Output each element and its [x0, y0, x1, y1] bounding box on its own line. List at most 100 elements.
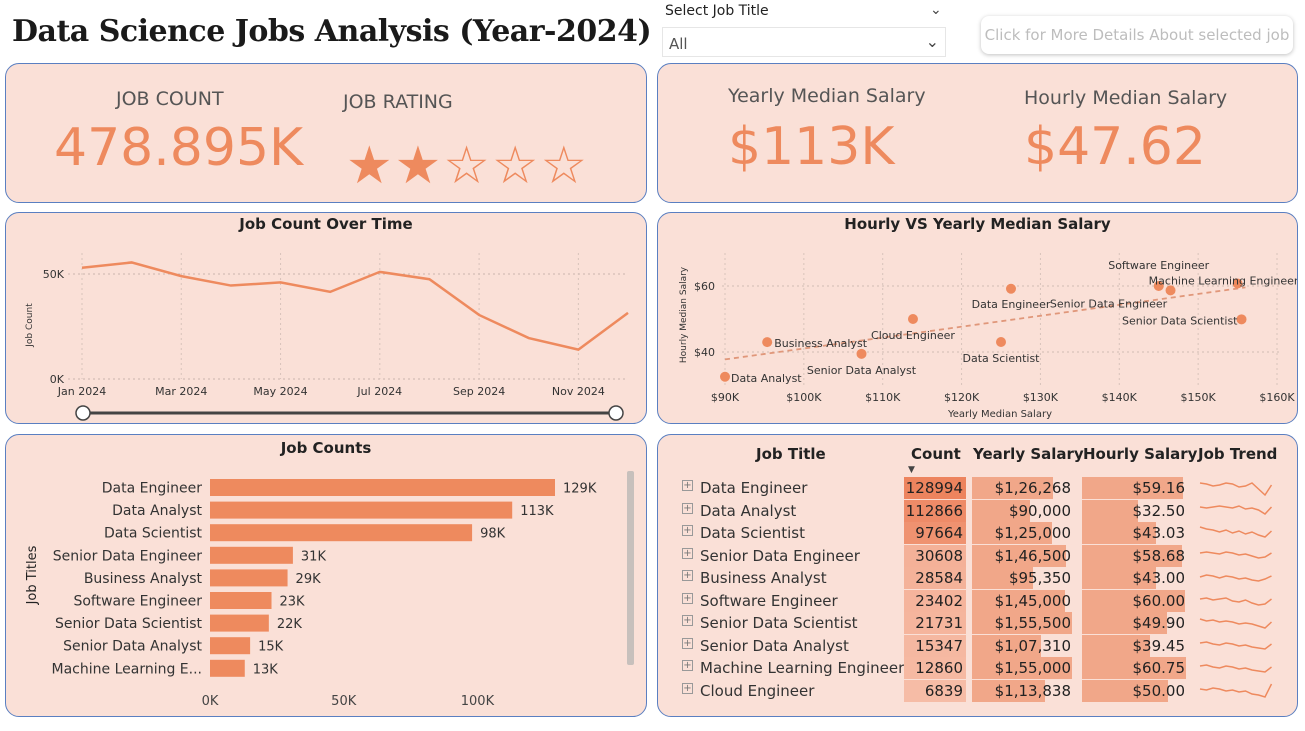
yearly-salary-databar — [972, 477, 1053, 499]
slider-handle-end[interactable] — [608, 405, 624, 421]
table-row[interactable]: + Machine Learning Engineer 12860 $1,55,000… — [658, 657, 1297, 679]
category-label: Machine Learning E... — [52, 661, 202, 677]
job-trend-sparkline — [1199, 683, 1273, 698]
sparkline-path — [1199, 683, 1273, 698]
hourly-salary-databar — [1082, 477, 1183, 499]
job-counts-panel: Job Counts 0K 50K 100K Job Titles Data Engin… — [5, 434, 647, 717]
expand-icon[interactable]: + — [682, 615, 693, 626]
yearly-salary-value: $1,13,838 — [994, 681, 1071, 700]
data-label: 22K — [277, 617, 303, 632]
hourly-salary-cell: $49.90 — [1082, 612, 1188, 634]
table-row[interactable]: + Data Analyst 112866 $90,000 $32.50 — [658, 499, 1297, 522]
hourly-salary-cell: $60.75 — [1082, 657, 1188, 679]
x-tick-label: $90K — [711, 391, 740, 404]
hourly-salary-value: $60.75 — [1132, 659, 1186, 677]
bar — [210, 501, 513, 519]
table-row[interactable]: + Business Analyst 28584 $95,350 $43.00 — [658, 567, 1297, 589]
job-title-cell: Machine Learning Engineer — [700, 659, 905, 677]
expand-icon[interactable]: + — [682, 660, 693, 671]
hourly-salary-cell: $50.00 — [1082, 679, 1188, 702]
hourly-salary-databar — [1082, 612, 1167, 634]
job-trend-sparkline — [1199, 640, 1272, 650]
table-row[interactable]: + Software Engineer 23402 $1,45,000 $60.00 — [658, 589, 1297, 612]
sparkline-path — [1199, 482, 1273, 497]
table-row[interactable]: + Senior Data Scientist 21731 $1,55,500 $49.… — [658, 612, 1297, 634]
star-filled-icon: ★ — [394, 136, 444, 196]
table-row[interactable]: + Data Scientist 97664 $1,25,000 $43.03 — [658, 522, 1297, 544]
expand-icon[interactable]: + — [682, 480, 693, 491]
x-tick-label: 100K — [461, 694, 495, 709]
sparkline-path — [1199, 574, 1272, 582]
job-title-cell: Senior Data Engineer — [700, 546, 860, 565]
yearly-salary-cell: $90,000 — [972, 499, 1074, 522]
expand-icon[interactable]: + — [682, 682, 693, 694]
sparkline-path — [1199, 504, 1273, 515]
scatter-point — [856, 348, 867, 359]
line-chart: 0K 50K Jan 2024 Mar 2024 May 2024 Jul 2024 Sep… — [25, 253, 629, 421]
table-row[interactable]: + Senior Data Engineer 30608 $1,46,500 $58.6… — [658, 544, 1297, 567]
chart-title: Job Counts — [280, 439, 372, 457]
header-job-title[interactable]: Job Title — [756, 445, 826, 463]
job-table-panel: Job Title Count ▼ Yearly Salary Hourly S… — [657, 434, 1298, 717]
job-title-slicer[interactable]: All ⌄ — [662, 27, 946, 57]
yearly-salary-databar — [972, 679, 1045, 702]
hourly-salary-value: $32.50 — [1132, 501, 1186, 520]
job-count-label: JOB COUNT — [116, 88, 224, 110]
x-tick-label: $110K — [865, 391, 901, 404]
job-trend-sparkline — [1199, 526, 1273, 538]
more-details-button[interactable]: Click for More Details About selected jo… — [981, 16, 1293, 54]
table-row[interactable]: + Cloud Engineer 6839 $1,13,838 $50.00 — [658, 679, 1297, 702]
category-label: Business Analyst — [84, 571, 203, 587]
page-title: Data Science Jobs Analysis (Year-2024) — [12, 14, 652, 49]
x-tick-label: $140K — [1102, 391, 1138, 404]
table-row[interactable]: + Senior Data Analyst 15347 $1,07,310 $39.45 — [658, 634, 1297, 657]
hourly-salary-value: $58.68 — [1132, 546, 1186, 565]
scatter-point — [1153, 281, 1164, 291]
expand-icon[interactable]: + — [682, 547, 693, 559]
count-cell: 28584 — [904, 567, 966, 589]
hourly-salary-cell: $59.16 — [1082, 477, 1188, 499]
bar — [210, 546, 293, 564]
slider-handle-start[interactable] — [75, 405, 91, 421]
yearly-median-value: $113K — [728, 117, 895, 177]
job-title-cell: Senior Data Scientist — [700, 614, 858, 632]
job-title-cell: Data Scientist — [700, 524, 805, 542]
expand-icon[interactable]: + — [682, 592, 693, 604]
hourly-salary-cell: $58.68 — [1082, 544, 1188, 567]
yearly-salary-cell: $1,07,310 — [972, 634, 1074, 657]
count-cell: 6839 — [904, 679, 966, 702]
x-tick-label: $130K — [1023, 391, 1059, 404]
job-trend-sparkline — [1199, 550, 1272, 559]
yearly-salary-cell: $1,26,268 — [972, 477, 1074, 499]
header-count[interactable]: Count — [911, 445, 961, 463]
sort-desc-icon: ▼ — [908, 465, 915, 475]
chevron-down-icon[interactable]: ⌄ — [925, 32, 939, 51]
sparkline-path — [1199, 618, 1273, 629]
expand-icon[interactable]: + — [682, 525, 693, 536]
header-job-trend[interactable]: Job Trend — [1198, 445, 1278, 463]
point-label: Machine Learning Engineer — [1149, 275, 1297, 288]
expand-icon[interactable]: + — [682, 502, 693, 514]
expand-icon[interactable]: + — [682, 637, 693, 649]
x-tick-label: $120K — [944, 391, 980, 404]
job-trend-sparkline — [1199, 664, 1272, 673]
job-title-cell: Data Analyst — [700, 501, 797, 520]
chevron-down-icon[interactable]: ⌄ — [930, 2, 942, 18]
yearly-salary-cell: $95,350 — [972, 567, 1074, 589]
hourly-salary-databar — [1082, 679, 1168, 702]
category-label: Data Scientist — [104, 526, 203, 542]
yearly-salary-cell: $1,55,500 — [972, 612, 1074, 634]
x-tick-label: 50K — [331, 694, 357, 709]
bar — [210, 524, 473, 542]
yearly-salary-databar — [972, 634, 1041, 657]
bar — [210, 569, 288, 587]
trend-line — [724, 286, 1246, 361]
expand-icon[interactable]: + — [682, 570, 693, 581]
y-axis-label: Job Count — [25, 303, 35, 348]
yearly-salary-databar — [972, 499, 1030, 522]
scrollbar[interactable] — [627, 471, 634, 665]
job-title-cell: Cloud Engineer — [700, 681, 815, 700]
header-yearly-salary[interactable]: Yearly Salary — [973, 445, 1084, 463]
table-row[interactable]: + Data Engineer 128994 $1,26,268 $59.16 — [658, 477, 1297, 499]
header-hourly-salary[interactable]: Hourly Salary — [1083, 445, 1198, 463]
